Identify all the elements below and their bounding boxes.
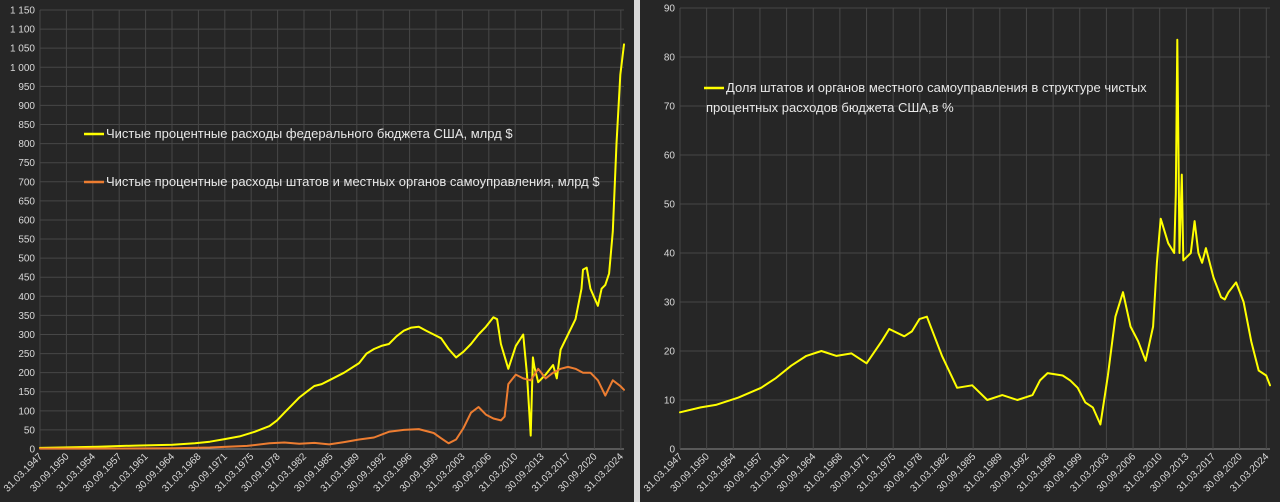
y-tick-label: 300: [18, 330, 35, 341]
y-tick-label: 800: [18, 139, 35, 150]
y-tick-label: 20: [664, 347, 676, 358]
y-tick-label: 500: [18, 254, 35, 265]
y-tick-label: 550: [18, 235, 35, 246]
y-tick-label: 900: [18, 101, 35, 112]
y-tick-label: 200: [18, 368, 35, 379]
series-line-1: [39, 43, 625, 449]
series-line-2: [39, 365, 625, 450]
legend-label-1: процентных расходов бюджета США,в %: [706, 100, 954, 115]
y-tick-label: 50: [24, 425, 36, 436]
legend-label-1: Доля штатов и органов местного самоуправ…: [726, 80, 1147, 95]
y-tick-label: 350: [18, 311, 35, 322]
y-tick-label: 650: [18, 196, 35, 207]
y-tick-label: 10: [664, 396, 676, 407]
legend-label-2: Чистые процентные расходы штатов и местн…: [106, 174, 600, 189]
y-tick-label: 950: [18, 82, 35, 93]
series-line-1: [679, 38, 1271, 426]
y-tick-label: 90: [664, 4, 676, 15]
y-tick-label: 850: [18, 120, 35, 131]
y-tick-label: 750: [18, 158, 35, 169]
y-tick-label: 1 100: [10, 25, 35, 36]
legend-label-1: Чистые процентные расходы федерального б…: [106, 126, 513, 141]
y-tick-label: 1 000: [10, 63, 35, 74]
y-tick-label: 50: [664, 200, 676, 211]
y-tick-label: 1 150: [10, 6, 35, 17]
y-tick-label: 100: [18, 406, 35, 417]
y-tick-label: 70: [664, 102, 676, 113]
y-tick-label: 400: [18, 292, 35, 303]
y-tick-label: 450: [18, 273, 35, 284]
y-tick-label: 30: [664, 298, 676, 309]
y-tick-label: 1 050: [10, 44, 35, 55]
y-tick-label: 250: [18, 349, 35, 360]
line-chart-state-share-percent: 010203040506070809031.03.194730.09.19503…: [642, 4, 1272, 495]
y-tick-label: 0: [29, 445, 35, 456]
y-tick-label: 150: [18, 387, 35, 398]
line-chart-interest-expenses: 0 50 100 150 200 250 300 350 400 450 500 550 600 650 7…: [2, 6, 626, 495]
chart-panel-state-share: 0 10 20 30 40 50 60 70 80 90 31.03.1947 30.09.1950 3…: [640, 0, 1280, 502]
y-tick-label: 700: [18, 177, 35, 188]
y-tick-label: 600: [18, 215, 35, 226]
y-tick-label: 0: [669, 445, 675, 456]
y-tick-label: 40: [664, 249, 676, 260]
chart-panel-federal-and-state-interest: 0 50 100 150 200 250 300 350 400 450 500 550 600 650 7…: [0, 0, 634, 502]
y-tick-label: 80: [664, 53, 676, 64]
y-tick-label: 60: [664, 151, 676, 162]
